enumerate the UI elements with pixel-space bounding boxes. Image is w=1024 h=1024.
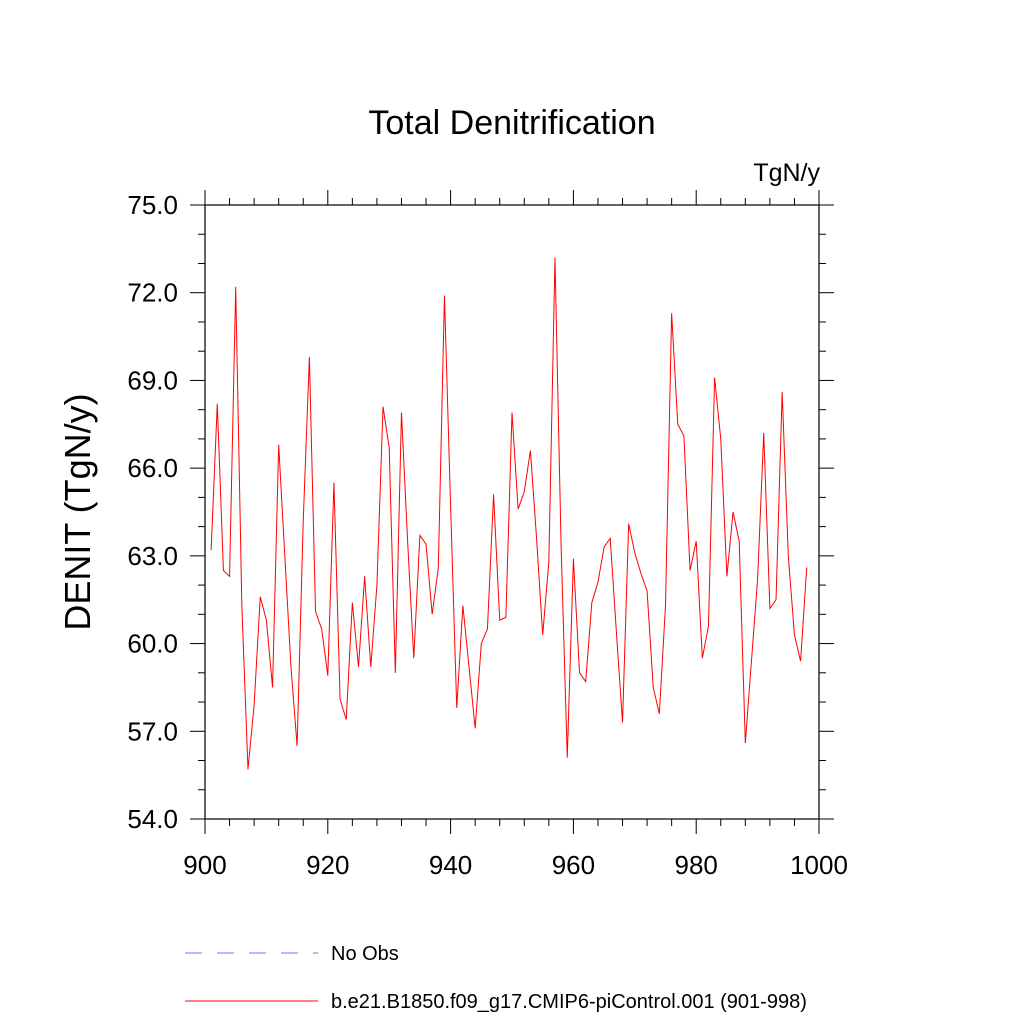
legend: No Obs b.e21.B1850.f09_g17.CMIP6-piContr… [185,943,807,1013]
axis-ticks [190,190,834,834]
legend-label-model: b.e21.B1850.f09_g17.CMIP6-piControl.001 … [331,991,807,1013]
x-tick-label: 960 [552,850,595,880]
x-tick-label: 920 [306,850,349,880]
tick-labels: 900 920 940 960 980 1000 54.0 57.0 60.0 63.0 66.0 6… [127,190,848,880]
x-tick-label: 900 [183,850,226,880]
y-tick-label: 69.0 [127,365,178,395]
y-tick-label: 63.0 [127,541,178,571]
y-tick-label: 54.0 [127,804,178,834]
legend-label-no-obs: No Obs [331,943,399,965]
series-layer [210,257,808,770]
x-tick-label: 980 [675,850,718,880]
x-tick-label: 940 [429,850,472,880]
y-tick-label: 60.0 [127,629,178,659]
units-label: TgN/y [753,159,820,187]
chart-title: Total Denitrification [368,104,655,142]
series-line-0 [210,257,808,770]
plot-frame [204,204,820,820]
y-axis-label: DENIT (TgN/y) [57,393,98,630]
y-tick-label: 75.0 [127,190,178,220]
y-tick-label: 66.0 [127,453,178,483]
y-tick-label: 72.0 [127,278,178,308]
x-tick-label: 1000 [790,850,848,880]
y-tick-label: 57.0 [127,716,178,746]
